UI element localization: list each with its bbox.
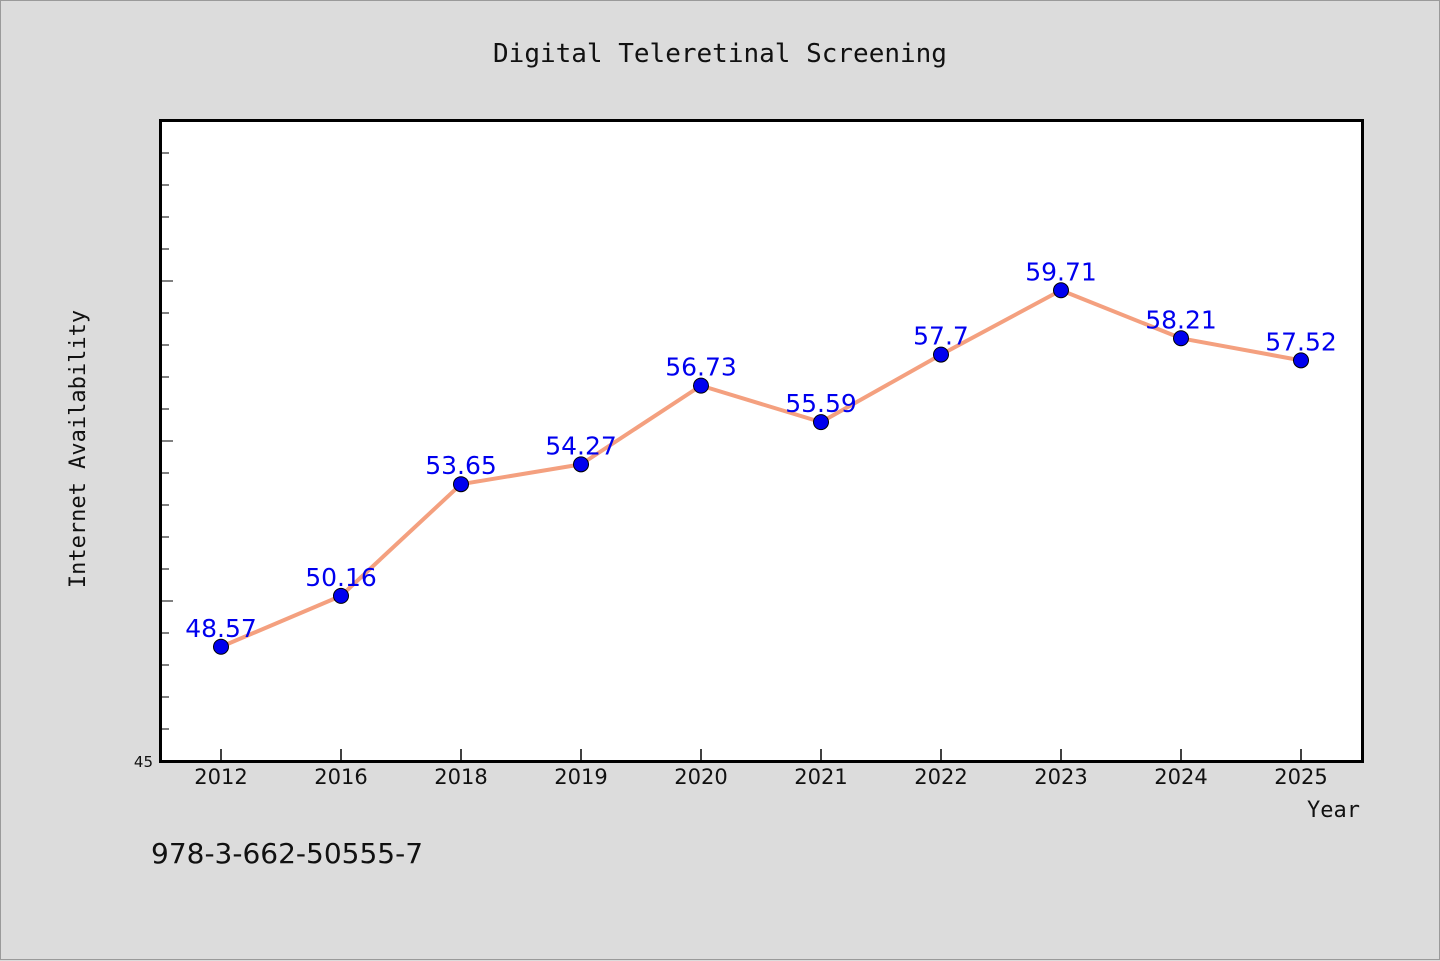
isbn-text: 978-3-662-50555-7: [151, 837, 423, 870]
data-value-label: 55.59: [785, 389, 857, 418]
data-value-label: 48.57: [185, 614, 257, 643]
data-point: [1293, 352, 1309, 369]
x-axis-tick-labels: 2012 2016 2018 2019 2020 2021 2022 2023 2024 2025: [194, 765, 1327, 789]
x-tick-label: 2018: [434, 765, 487, 789]
data-value-labels: 48.57 50.16 53.65 54.27 56.73 55.59 57.7 59.71 5…: [185, 257, 1337, 642]
data-value-label: 57.7: [913, 322, 969, 351]
x-tick-label: 2016: [314, 765, 367, 789]
data-value-label: 59.71: [1025, 257, 1097, 286]
chart-title: Digital Teleretinal Screening: [493, 39, 947, 69]
x-tick-label: 2019: [554, 765, 607, 789]
x-tick-label: 2023: [1034, 765, 1087, 789]
x-tick-label: 2020: [674, 765, 727, 789]
data-value-label: 54.27: [545, 431, 617, 460]
x-tick-label: 2021: [794, 765, 847, 789]
x-tick-label: 2024: [1154, 765, 1207, 789]
data-point: [933, 346, 949, 363]
series-line: [219, 288, 1303, 649]
x-tick-label: 2022: [914, 765, 967, 789]
x-tick-label: 2025: [1274, 765, 1327, 789]
data-point: [573, 456, 589, 473]
data-value-label: 50.16: [305, 563, 377, 592]
data-point: [213, 638, 229, 655]
data-value-label: 57.52: [1265, 327, 1337, 356]
data-point: [813, 414, 829, 431]
data-point: [1053, 282, 1069, 299]
data-markers: [213, 282, 1309, 655]
x-axis-ticks: [220, 749, 1302, 761]
x-axis-title: Year: [1307, 798, 1360, 823]
data-point: [333, 587, 349, 604]
data-point: [693, 377, 709, 394]
y-axis-min-label: 45: [134, 753, 153, 771]
plot-area: [159, 119, 1364, 763]
data-point: [1173, 330, 1189, 347]
data-value-label: 53.65: [425, 451, 497, 480]
y-axis-title: Internet Availability: [66, 310, 91, 588]
data-value-label: 58.21: [1145, 305, 1217, 334]
x-tick-label: 2012: [194, 765, 247, 789]
data-point: [453, 476, 469, 493]
data-value-label: 56.73: [665, 353, 737, 382]
y-axis-ticks: [161, 152, 173, 730]
